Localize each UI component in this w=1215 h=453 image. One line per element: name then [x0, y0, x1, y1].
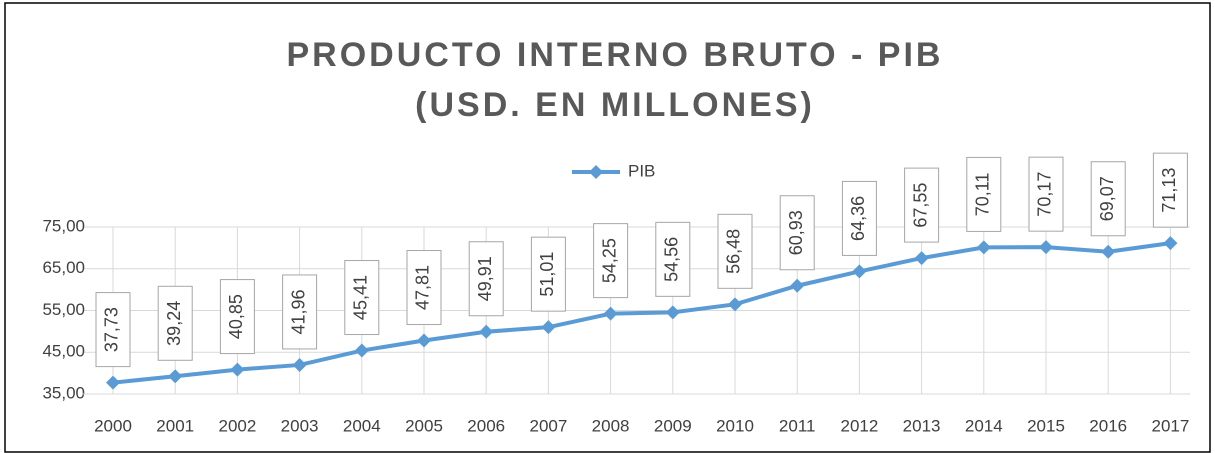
data-label: 54,56 — [662, 237, 682, 282]
y-tick-label: 65,00 — [42, 258, 85, 277]
data-point — [728, 297, 742, 312]
data-point — [106, 375, 120, 390]
data-label-box — [655, 221, 691, 297]
data-label-box — [1028, 156, 1064, 232]
data-label-box — [966, 156, 1002, 232]
data-label-box — [841, 180, 877, 256]
data-label: 47,81 — [413, 265, 433, 310]
data-label: 70,17 — [1035, 172, 1055, 217]
data-label: 51,01 — [537, 252, 557, 297]
data-label-box — [593, 223, 629, 299]
data-label-box — [219, 279, 255, 355]
x-tick-label: 2005 — [405, 416, 443, 435]
data-label: 67,55 — [910, 183, 930, 228]
series-line — [112, 241, 1171, 385]
data-point — [479, 324, 494, 339]
legend-marker — [589, 165, 603, 179]
data-point — [230, 362, 245, 377]
data-label: 56,48 — [724, 229, 744, 274]
data-point — [914, 251, 929, 266]
x-tick-label: 2009 — [654, 416, 692, 435]
data-label-box — [468, 241, 504, 317]
data-point — [541, 320, 556, 335]
chart-title: PRODUCTO INTERNO BRUTO - PIB — [287, 36, 944, 74]
y-tick-label: 35,00 — [42, 383, 85, 402]
data-label: 40,85 — [226, 294, 246, 339]
data-label: 41,96 — [288, 289, 308, 334]
data-label: 37,73 — [102, 307, 122, 352]
data-point — [665, 305, 680, 320]
x-tick-label: 2002 — [218, 416, 256, 435]
data-label-box — [779, 195, 815, 271]
x-tick-label: 2006 — [467, 416, 505, 435]
data-point — [1101, 244, 1116, 259]
data-label: 70,11 — [973, 173, 993, 217]
x-tick-label: 2011 — [779, 416, 816, 435]
data-label: 45,41 — [351, 275, 371, 320]
y-tick-label: 75,00 — [42, 216, 85, 235]
chart-subtitle: (USD. EN MILLONES) — [415, 86, 815, 124]
x-tick-label: 2007 — [529, 416, 567, 435]
data-label: 54,25 — [599, 238, 619, 283]
x-tick-label: 2008 — [592, 416, 630, 435]
x-tick-label: 2012 — [840, 416, 878, 435]
data-label-box — [282, 274, 318, 350]
data-label-box — [904, 167, 940, 243]
data-point — [976, 240, 991, 255]
data-label-box — [530, 236, 566, 312]
data-point — [852, 264, 867, 279]
data-label: 64,36 — [848, 196, 868, 241]
data-point — [354, 343, 369, 358]
x-tick-label: 2003 — [281, 416, 319, 435]
data-point — [292, 357, 307, 372]
legend-label: PIB — [628, 161, 655, 180]
data-label-box — [1152, 152, 1188, 228]
y-tick-label: 45,00 — [42, 342, 85, 361]
data-label-box — [344, 260, 380, 336]
data-point — [1039, 240, 1053, 255]
data-label: 39,24 — [164, 301, 184, 346]
x-tick-label: 2016 — [1089, 416, 1127, 435]
x-tick-label: 2017 — [1151, 416, 1189, 435]
data-label: 69,07 — [1097, 176, 1117, 221]
x-tick-label: 2014 — [965, 416, 1003, 435]
x-tick-label: 2001 — [156, 416, 194, 435]
x-tick-label: 2015 — [1027, 416, 1065, 435]
data-point — [1163, 236, 1178, 251]
data-point — [168, 369, 183, 384]
data-point — [790, 278, 805, 293]
x-tick-label: 2000 — [94, 416, 132, 435]
y-tick-label: 55,00 — [42, 300, 85, 319]
data-label: 71,13 — [1159, 168, 1179, 213]
data-label-box — [717, 213, 753, 289]
x-tick-label: 2004 — [343, 416, 381, 435]
data-label: 49,91 — [475, 256, 495, 301]
data-label: 60,93 — [786, 210, 806, 255]
x-tick-label: 2010 — [716, 416, 754, 435]
data-label-box — [157, 285, 193, 361]
data-point — [417, 333, 431, 348]
data-label-box — [406, 250, 442, 326]
data-point — [603, 306, 618, 321]
x-tick-label: 2013 — [903, 416, 941, 435]
data-label-box — [1090, 161, 1126, 237]
data-label-box — [95, 292, 131, 368]
